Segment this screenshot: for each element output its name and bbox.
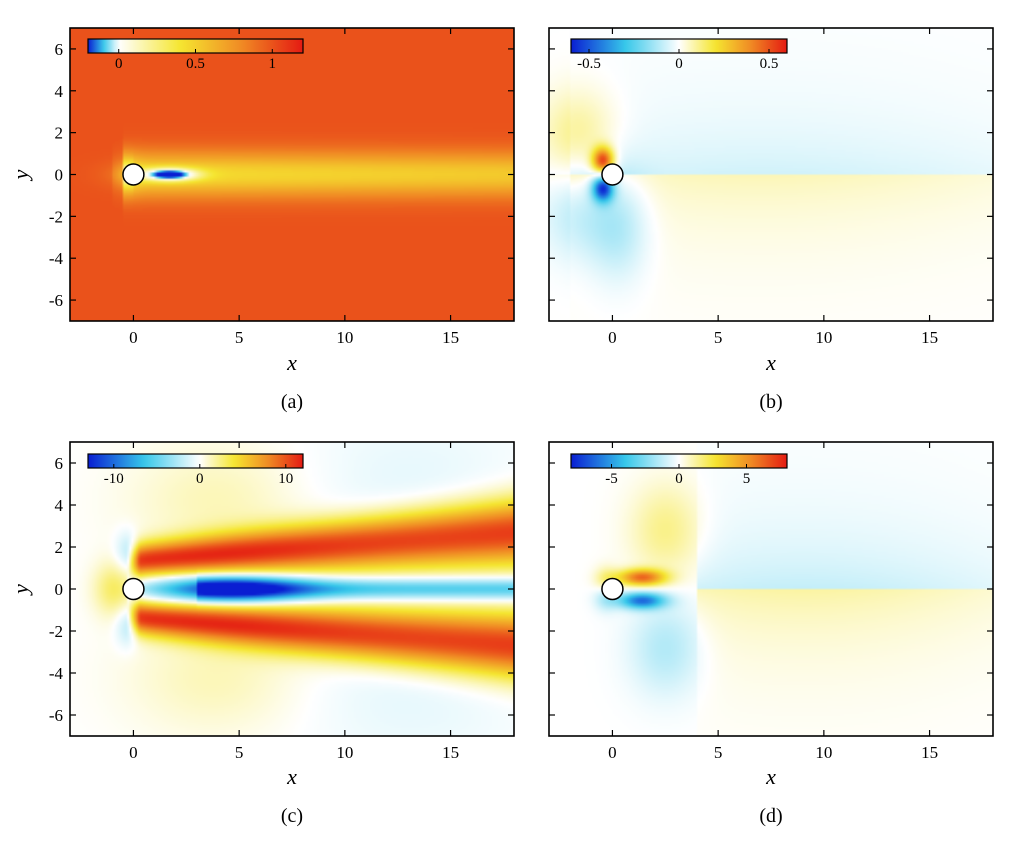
panel-label: (d) [759, 805, 782, 827]
colorbar-tick-label: -0.5 [577, 56, 601, 72]
y-tick-label: 0 [55, 166, 64, 185]
x-tick-label: 5 [714, 743, 723, 762]
y-axis-title: y [8, 584, 33, 596]
y-tick-label: 2 [55, 124, 64, 143]
y-tick-label: -2 [49, 622, 63, 641]
panel-1: 0 5 10 15 -6 -4 -2 0 2 4 6 x y (a) 0 0.5 1 [8, 27, 515, 413]
x-tick-label: 0 [608, 743, 617, 762]
x-tick-label: 0 [129, 328, 138, 347]
y-tick-label: 6 [55, 40, 64, 59]
colorbar-tick-label: 0 [196, 471, 204, 487]
panel-2: 0 5 10 15 x (b) -0.5 0 0.5 [548, 27, 994, 413]
colorbar-tick-label: 10 [278, 471, 293, 487]
y-tick-label: -6 [49, 706, 63, 725]
x-tick-label: 10 [815, 328, 832, 347]
y-tick-label: 4 [55, 496, 64, 515]
panel-label: (c) [281, 805, 303, 827]
colorbar-tick-label: 1 [269, 56, 277, 72]
x-tick-label: 5 [235, 743, 244, 762]
x-axis-title: x [286, 764, 297, 789]
panel-label: (a) [281, 391, 303, 413]
y-tick-label: -4 [49, 664, 64, 683]
y-tick-label: 2 [55, 538, 64, 557]
colorbar-tick-label: -10 [104, 471, 124, 487]
x-tick-label: 15 [442, 743, 459, 762]
x-axis-title: x [765, 764, 776, 789]
panel-3: 0 5 10 15 -6 -4 -2 0 2 4 6 x y (c) -10 0 10 [8, 441, 515, 827]
colorbar-tick-label: 0.5 [186, 56, 205, 72]
y-axis-title: y [8, 169, 33, 181]
y-tick-label: 4 [55, 82, 64, 101]
colorbar-tick-label: 0 [675, 471, 683, 487]
x-axis-title: x [765, 350, 776, 375]
x-tick-label: 0 [608, 328, 617, 347]
colorbar-tick-label: 0 [675, 56, 683, 72]
y-tick-label: -6 [49, 291, 63, 310]
x-tick-label: 5 [714, 328, 723, 347]
cylinder [122, 163, 145, 186]
x-tick-label: 5 [235, 328, 244, 347]
y-tick-label: 6 [55, 454, 64, 473]
x-tick-label: 10 [336, 328, 353, 347]
x-tick-label: 15 [921, 328, 938, 347]
cylinder [601, 163, 624, 186]
panel-label: (b) [759, 391, 782, 413]
panel-4: 0 5 10 15 x (d) -5 0 5 [548, 441, 994, 827]
x-tick-label: 0 [129, 743, 138, 762]
colorbar [87, 453, 304, 469]
cylinder [122, 577, 145, 601]
x-tick-label: 10 [336, 743, 353, 762]
colorbar-tick-label: -5 [605, 471, 618, 487]
cylinder [601, 577, 624, 601]
y-tick-label: -2 [49, 207, 63, 226]
y-tick-label: 0 [55, 580, 64, 599]
x-tick-label: 10 [815, 743, 832, 762]
y-tick-label: -4 [49, 249, 64, 268]
x-tick-label: 15 [921, 743, 938, 762]
x-axis-title: x [286, 350, 297, 375]
colorbar-tick-label: 0 [115, 56, 123, 72]
colorbar-tick-label: 0.5 [760, 56, 779, 72]
colorbar-tick-label: 5 [743, 471, 751, 487]
x-tick-label: 15 [442, 328, 459, 347]
